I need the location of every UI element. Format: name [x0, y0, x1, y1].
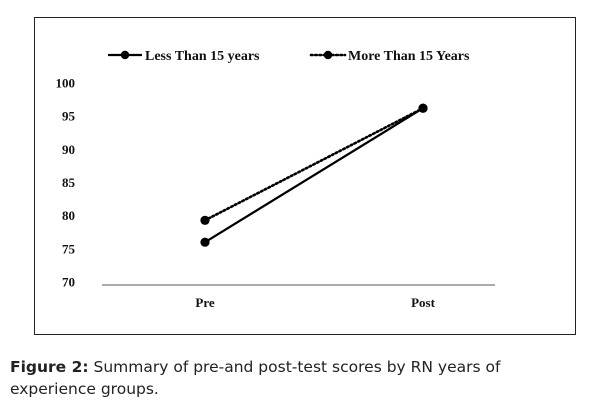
legend-label: More Than 15 Years: [348, 49, 470, 64]
y-tick-label: 85: [62, 175, 76, 190]
series-line: [204, 107, 424, 244]
x-tick-label: Pre: [195, 295, 214, 310]
caption-label: Figure 2:: [10, 358, 89, 376]
caption-text: Summary of pre-and post-test scores by R…: [10, 358, 501, 398]
legend-label: Less Than 15 years: [145, 49, 260, 64]
y-tick-label: 70: [62, 275, 75, 290]
plot-series: [200, 103, 428, 247]
x-axis: Pre Post: [102, 284, 495, 310]
data-point: [200, 215, 210, 225]
legend-marker: [120, 50, 130, 60]
y-axis: 70 75 80 85 90 95 100: [56, 76, 76, 290]
line-chart: Less Than 15 years More Than 15 Years 707…: [56, 49, 495, 310]
data-point: [418, 103, 428, 113]
y-tick-label: 100: [56, 76, 76, 91]
chart-legend: Less Than 15 years More Than 15 Years: [108, 49, 470, 64]
y-tick-label: 80: [62, 208, 75, 223]
y-tick-label: 90: [62, 142, 75, 157]
x-tick-label: Post: [411, 295, 436, 310]
legend-marker: [323, 50, 333, 60]
y-tick-label: 95: [62, 109, 76, 124]
chart-frame: Less Than 15 years More Than 15 Years 70 7…: [34, 17, 576, 335]
data-point: [200, 237, 210, 247]
y-tick-label: 75: [62, 241, 76, 256]
figure-caption: Figure 2: Summary of pre-and post-test s…: [10, 356, 590, 400]
series-line: [203, 106, 425, 222]
